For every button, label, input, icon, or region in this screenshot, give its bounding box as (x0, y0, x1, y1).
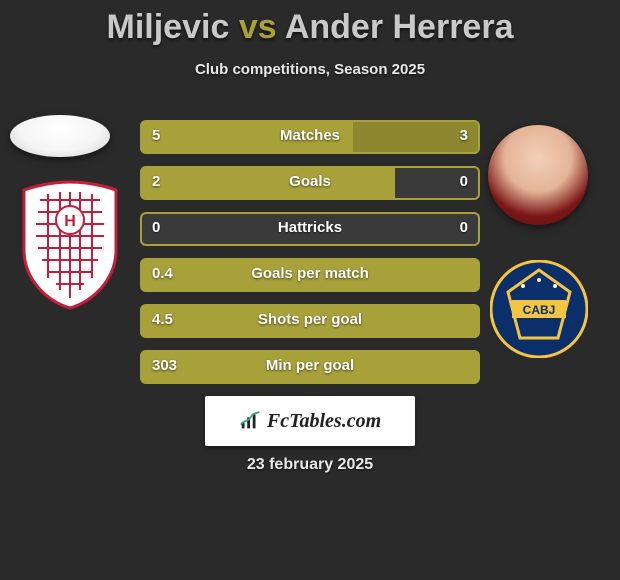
player1-name: Miljevic (107, 8, 230, 46)
stat-label: Shots per goal (140, 311, 480, 328)
brand-text: FcTables.com (267, 410, 381, 433)
stat-value-left: 5 (152, 127, 160, 144)
club-logo-left: H (20, 180, 120, 310)
stat-row: Shots per goal4.5 (140, 304, 480, 338)
player1-avatar (10, 115, 110, 157)
footer-date: 23 february 2025 (0, 456, 620, 474)
stat-value-left: 0 (152, 219, 160, 236)
subtitle: Club competitions, Season 2025 (0, 61, 620, 78)
stat-value-right: 3 (460, 127, 468, 144)
stat-value-left: 303 (152, 357, 177, 374)
brand-box: FcTables.com (205, 396, 415, 446)
club-logo-right: CABJ (490, 260, 588, 358)
player2-avatar (488, 125, 588, 225)
stat-label: Goals per match (140, 265, 480, 282)
chart-icon (239, 410, 261, 432)
svg-text:H: H (64, 213, 76, 230)
stat-label: Hattricks (140, 219, 480, 236)
stat-row: Goals2 0 (140, 166, 480, 200)
stat-row: Min per goal303 (140, 350, 480, 384)
stat-value-left: 4.5 (152, 311, 173, 328)
vs-separator: vs (239, 8, 277, 46)
stat-row: Hattricks0 0 (140, 212, 480, 246)
stat-label: Matches (140, 127, 480, 144)
stat-label: Goals (140, 173, 480, 190)
stat-value-left: 2 (152, 173, 160, 190)
stat-value-right: 0 (460, 173, 468, 190)
stats-bars: Matches53Goals20Hattricks00Goals per mat… (140, 120, 480, 396)
stat-value-left: 0.4 (152, 265, 173, 282)
stat-label: Min per goal (140, 357, 480, 374)
svg-text:CABJ: CABJ (523, 303, 556, 317)
stat-row: Goals per match0.4 (140, 258, 480, 292)
player2-name: Ander Herrera (285, 8, 514, 46)
comparison-title: Miljevic vs Ander Herrera (0, 0, 620, 47)
stat-value-right: 0 (460, 219, 468, 236)
stat-row: Matches5 3 (140, 120, 480, 154)
